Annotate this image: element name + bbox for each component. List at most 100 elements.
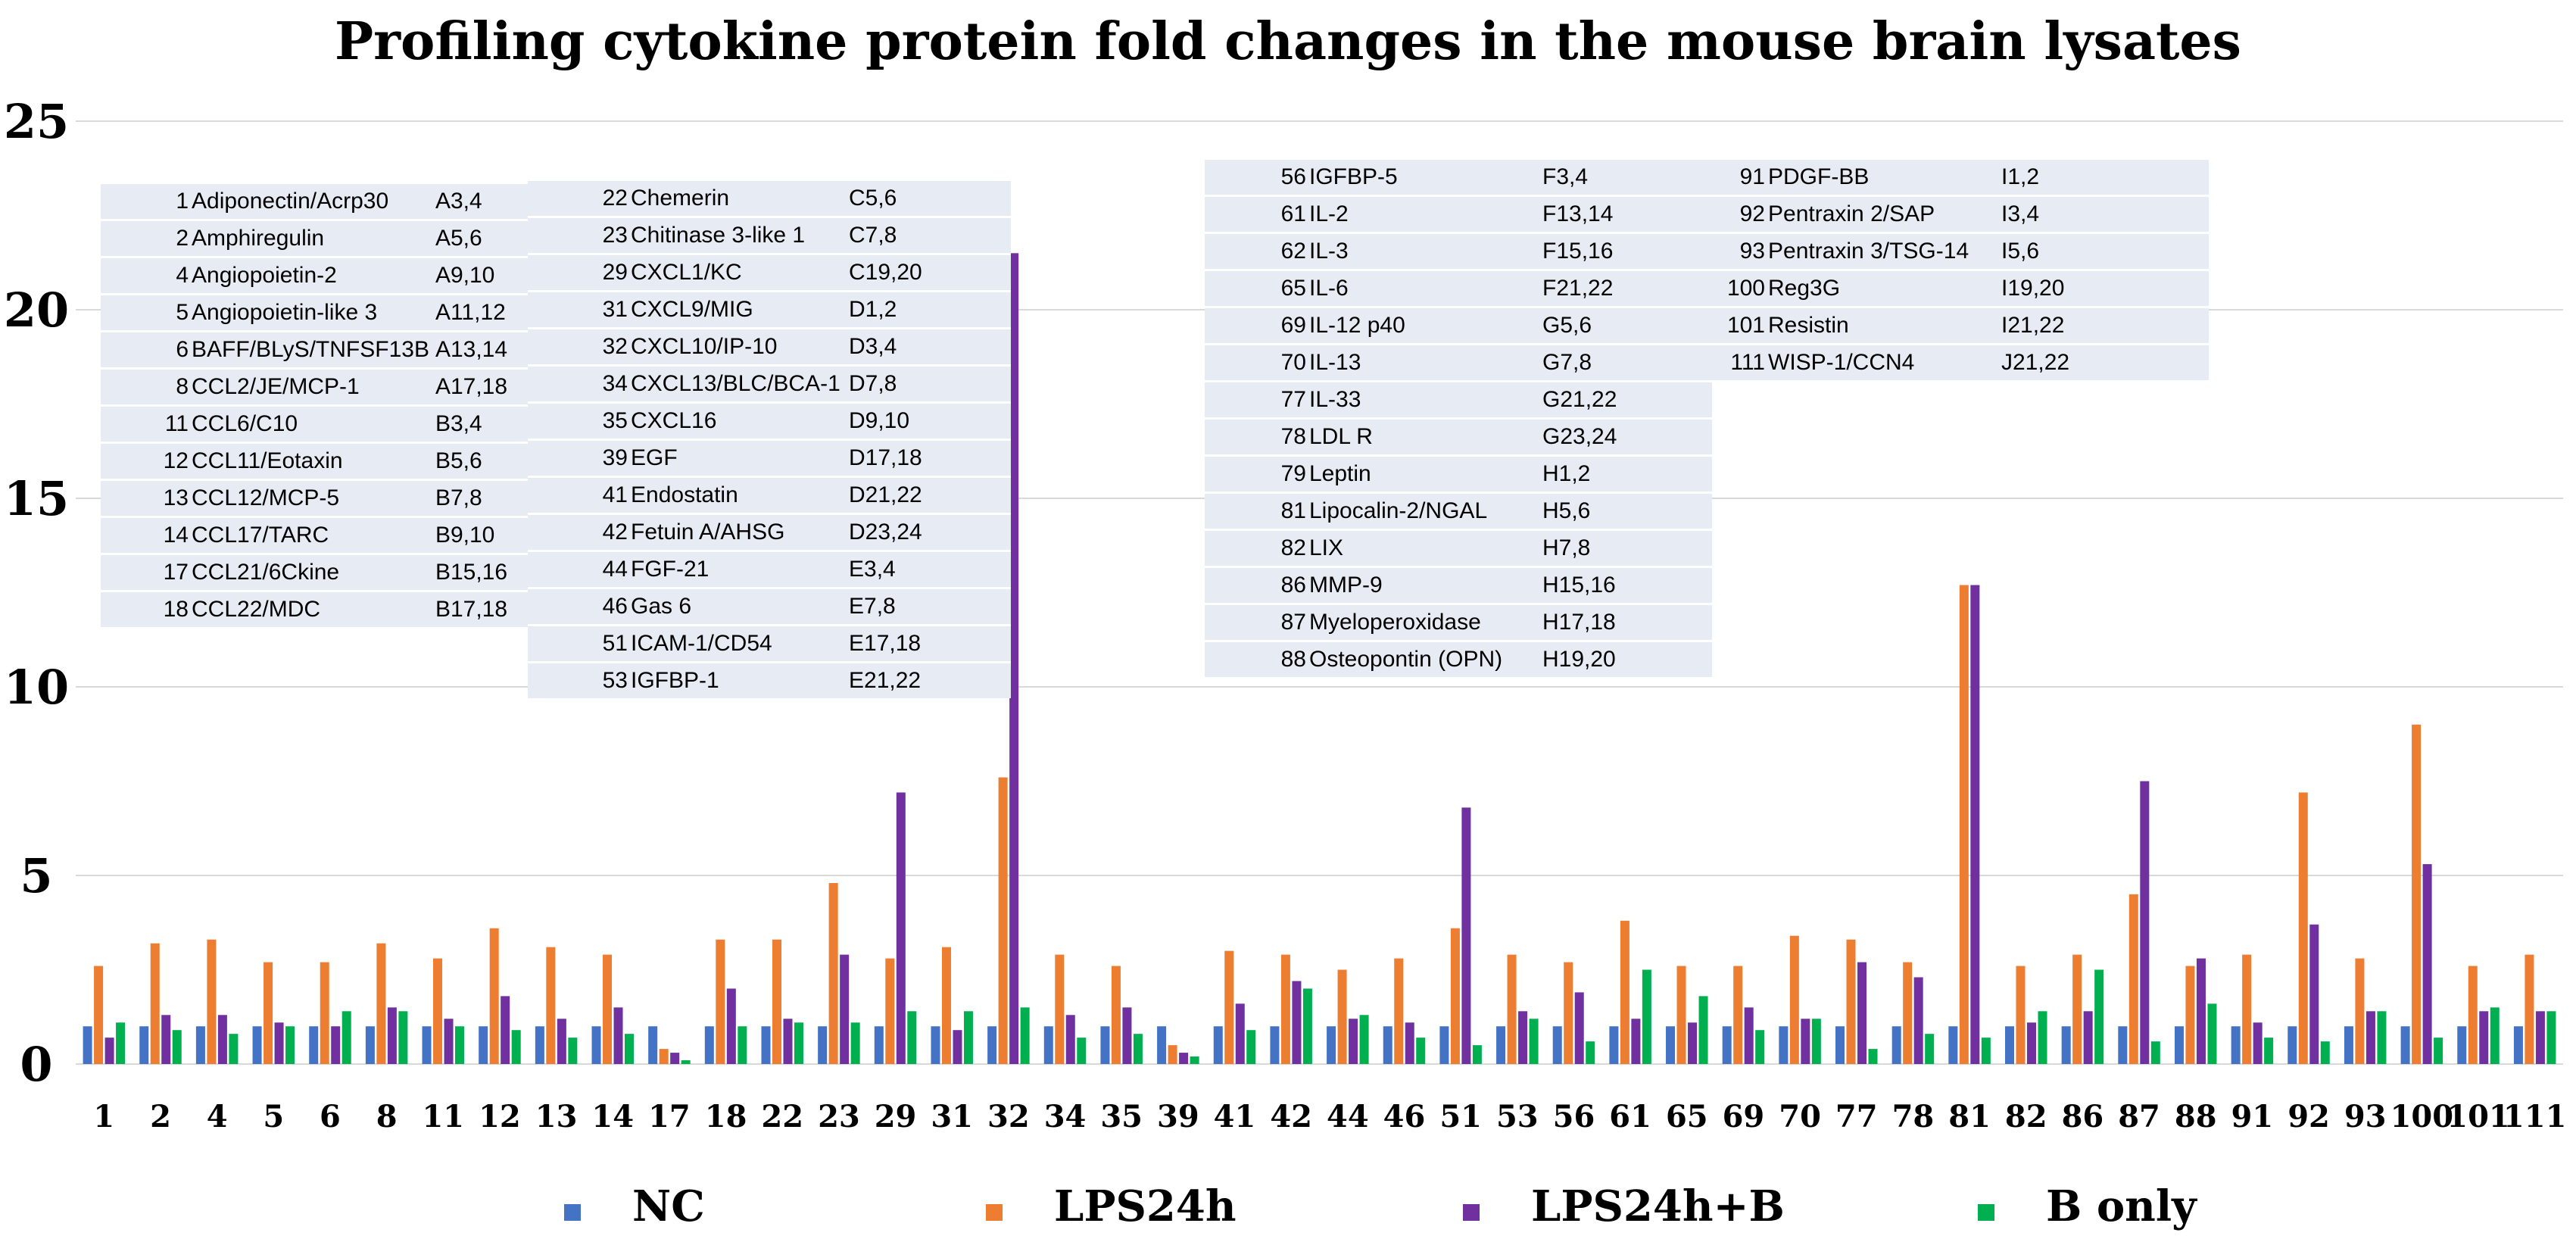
annotation-num: 93 [1689,232,1767,270]
bar-lps24h-b-77 [1857,962,1867,1064]
x-tick-label: 18 [705,1099,747,1134]
annotation-name: Angiopoietin-2 [190,256,432,295]
bar-b-only-69 [1755,1030,1765,1064]
annotation-pos: G21,22 [1539,380,1712,419]
bar-lps24h-65 [1676,966,1686,1064]
annotation-pos: I1,2 [1998,158,2209,196]
annotation-num: 82 [1205,529,1308,567]
annotation-row: 22 Chemerin C5,6 [528,179,1011,217]
bar-b-only-8 [398,1011,408,1064]
bar-lps24h-23 [828,882,838,1064]
bar-b-only-17 [681,1060,691,1064]
annotation-pos: D9,10 [846,401,1011,440]
annotation-name: Lipocalin-2/NGAL [1308,491,1539,530]
x-tick-label: 61 [1609,1099,1651,1134]
bar-lps24h-17 [659,1049,669,1064]
bar-b-only-22 [794,1022,803,1064]
bar-lps24h-77 [1846,939,1856,1064]
bar-lps24h-14 [603,954,613,1064]
bar-lps24h-81 [1959,585,1969,1064]
annotation-table-b: 22 Chemerin C5,6 23 Chitinase 3-like 1 C7,8 29… [528,179,1011,698]
bar-lps24h-93 [2355,958,2365,1064]
annotation-name: CXCL13/BLC/BCA-1 [629,364,846,403]
annotation-name: Adiponectin/Acrp30 [190,182,432,220]
bar-lps24h-b-65 [1688,1022,1698,1064]
x-tick-label: 22 [761,1099,803,1134]
bar-lps24h-b-31 [953,1030,962,1064]
annotation-row: 44 FGF-21 E3,4 [528,550,1011,588]
x-tick-label: 100 [2390,1099,2454,1134]
annotation-row: 51 ICAM-1/CD54 E17,18 [528,624,1011,663]
annotation-num: 31 [528,290,629,329]
bar-nc-2 [139,1026,149,1064]
annotation-name: IL-2 [1308,195,1539,233]
bar-lps24h-b-29 [896,792,906,1064]
annotation-name: IGFBP-1 [629,661,846,698]
annotation-row: 17 CCL21/6Ckine B15,16 [101,553,529,591]
annotation-row: 65 IL-6 F21,22 [1205,269,1712,307]
annotation-row: 29 CXCL1/KC C19,20 [528,253,1011,292]
bar-b-only-65 [1698,996,1708,1064]
annotation-name: Gas 6 [629,587,846,626]
bar-lps24h-b-8 [387,1007,397,1064]
annotation-num: 101 [1689,306,1767,345]
annotation-num: 62 [1205,232,1308,270]
bar-nc-29 [874,1026,884,1064]
annotation-name: CCL2/JE/MCP-1 [190,367,432,406]
bar-lps24h-b-32 [1009,253,1019,1064]
x-tick-label: 35 [1100,1099,1143,1134]
x-tick-label: 77 [1835,1099,1878,1134]
bar-lps24h-b-53 [1518,1011,1528,1064]
annotation-num: 88 [1205,640,1308,677]
bar-lps24h-53 [1507,954,1517,1064]
bar-lps24h-b-14 [613,1007,623,1064]
annotation-name: ICAM-1/CD54 [629,624,846,663]
bar-lps24h-35 [1111,966,1121,1064]
annotation-pos: H15,16 [1539,566,1712,604]
bar-lps24h-82 [2016,966,2026,1064]
annotation-num: 22 [528,179,629,217]
bar-b-only-13 [568,1038,578,1064]
annotation-name: LIX [1308,529,1539,567]
legend-swatch-nc [564,1204,581,1221]
annotation-pos: D3,4 [846,327,1011,366]
annotation-pos: I3,4 [1998,195,2209,233]
annotation-pos: A13,14 [432,330,529,369]
annotation-num: 18 [101,590,190,627]
annotation-num: 13 [101,479,190,517]
annotation-name: CCL12/MCP-5 [190,479,432,517]
annotation-num: 11 [101,404,190,443]
annotation-row: 1 Adiponectin/Acrp30 A3,4 [101,182,529,220]
bar-lps24h-4 [207,939,217,1064]
x-tick-label: 65 [1666,1099,1708,1134]
annotation-row: 41 Endostatin D21,22 [528,476,1011,514]
annotation-pos: B9,10 [432,516,529,554]
bar-b-only-23 [850,1022,860,1064]
bar-lps24h-b-56 [1574,992,1584,1064]
x-tick-label: 69 [1723,1099,1765,1134]
annotation-num: 34 [528,364,629,403]
bar-nc-51 [1439,1026,1449,1064]
bar-nc-14 [591,1026,601,1064]
annotation-name: Fetuin A/AHSG [629,513,846,551]
bar-nc-12 [479,1026,488,1064]
bar-b-only-111 [2546,1011,2556,1064]
annotation-num: 35 [528,401,629,440]
annotation-pos: I5,6 [1998,232,2209,270]
annotation-row: 35 CXCL16 D9,10 [528,401,1011,440]
annotation-pos: G23,24 [1539,417,1712,456]
bar-lps24h-b-5 [274,1022,284,1064]
bar-lps24h-b-78 [1913,977,1923,1064]
x-tick-label: 32 [987,1099,1030,1134]
annotation-num: 32 [528,327,629,366]
annotation-name: BAFF/BLyS/TNFSF13B [190,330,432,369]
annotation-num: 4 [101,256,190,295]
bar-nc-41 [1213,1026,1223,1064]
annotation-name: Osteopontin (OPN) [1308,640,1539,677]
bar-lps24h-5 [264,962,273,1064]
bar-nc-61 [1609,1026,1619,1064]
annotation-row: 32 CXCL10/IP-10 D3,4 [528,327,1011,366]
bar-b-only-12 [511,1030,521,1064]
annotation-pos: A5,6 [432,219,529,257]
annotation-pos: H7,8 [1539,529,1712,567]
